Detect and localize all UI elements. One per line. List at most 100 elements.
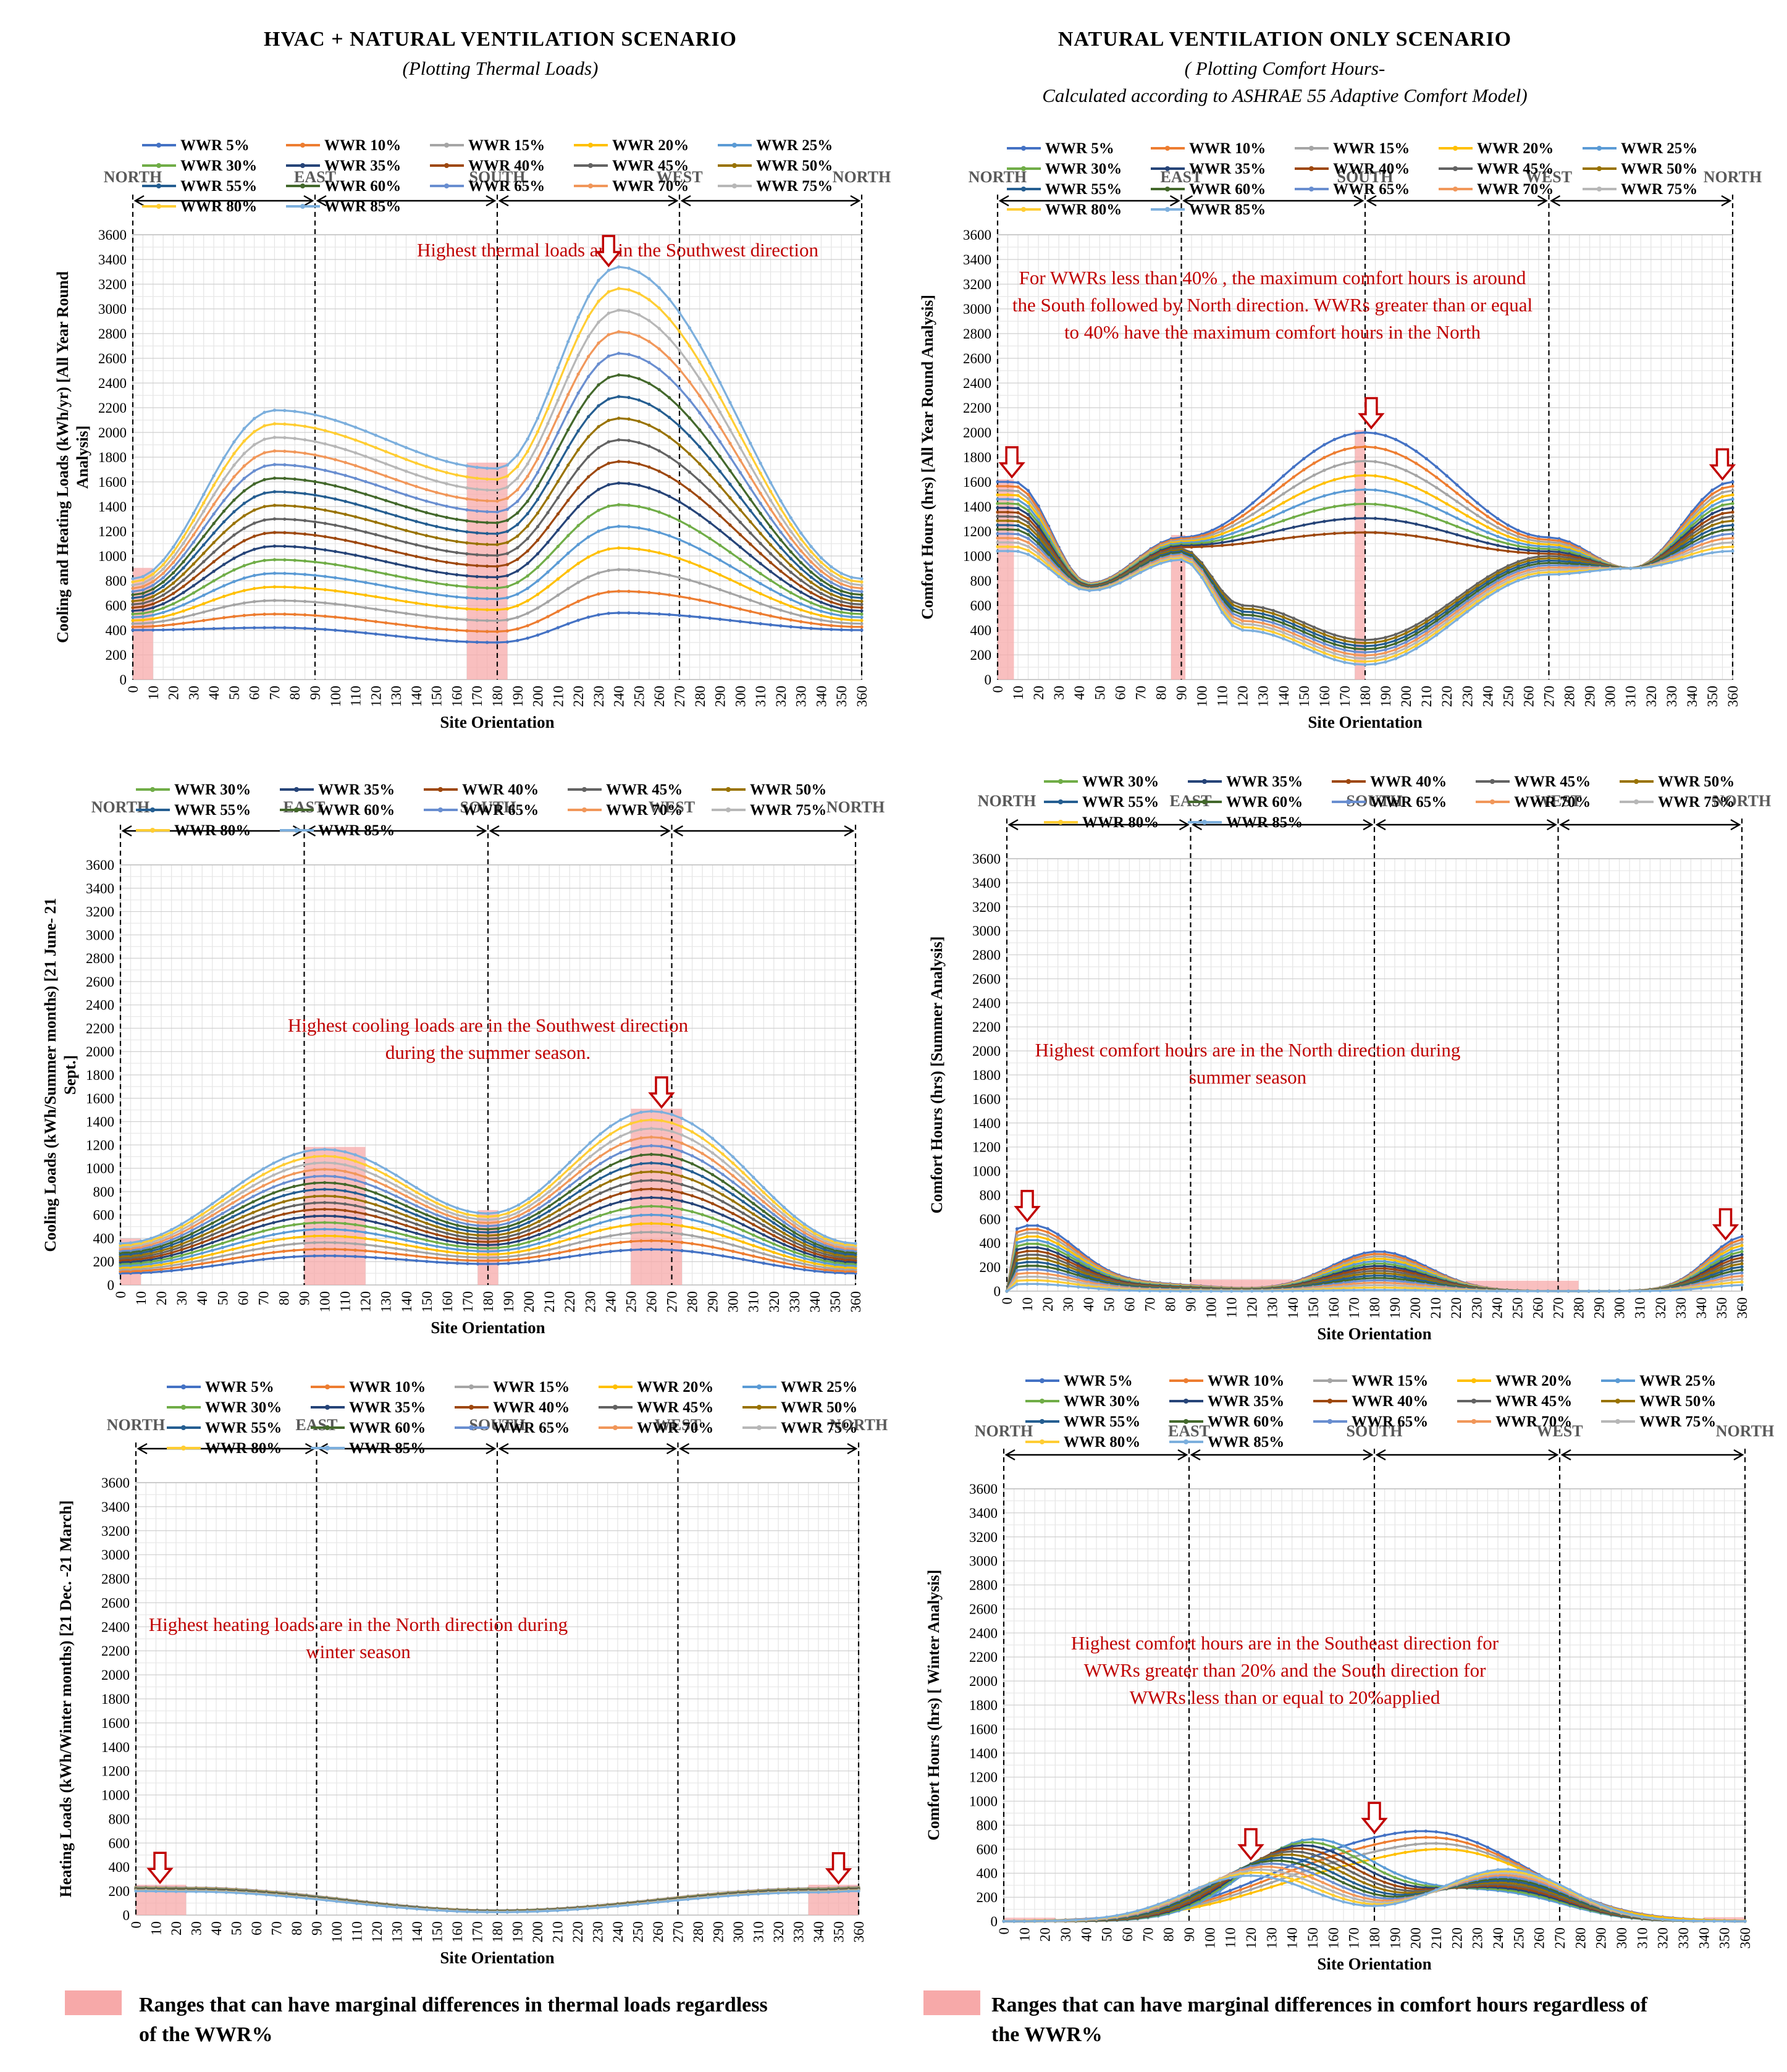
data-point [1720, 486, 1725, 490]
data-point [687, 470, 691, 474]
data-point [1720, 507, 1725, 511]
data-point [425, 1242, 429, 1247]
data-point [1537, 549, 1541, 553]
data-point [668, 455, 671, 459]
data-point [1210, 529, 1214, 533]
direction-arrowhead [660, 825, 671, 837]
data-point [1455, 533, 1459, 537]
data-point [1302, 490, 1306, 494]
data-point [813, 1242, 817, 1245]
x-tick-label: 310 [753, 686, 768, 707]
data-point [394, 466, 398, 470]
data-point [789, 597, 793, 602]
data-point [639, 1170, 643, 1174]
data-point [599, 1229, 602, 1232]
data-point [1036, 531, 1040, 535]
data-point [1476, 587, 1479, 591]
data-point [263, 558, 266, 562]
data-point [772, 1208, 776, 1212]
data-point [793, 1266, 796, 1270]
data-point [231, 1197, 235, 1200]
data-point [232, 591, 236, 595]
data-point [830, 612, 833, 616]
data-point [1016, 524, 1020, 528]
left-column-title: HVAC + NATURAL VENTILATION SCENARIO [264, 28, 737, 51]
legend-label: WWR 50% [750, 781, 826, 798]
data-point [708, 441, 712, 445]
data-point [1271, 507, 1275, 510]
data-point [343, 1156, 347, 1160]
data-point [202, 534, 206, 539]
data-point [466, 1236, 469, 1239]
data-point [202, 492, 206, 497]
data-point [711, 1187, 715, 1191]
data-point [180, 1268, 183, 1271]
direction-label: EAST [284, 798, 326, 816]
data-point [627, 395, 631, 399]
data-point [466, 1219, 469, 1223]
data-point [711, 1173, 715, 1177]
data-point [1271, 483, 1275, 487]
data-point [364, 479, 368, 484]
data-point [1547, 573, 1551, 576]
highlight-arrow [998, 446, 1025, 479]
data-point [830, 592, 833, 596]
data-point [1322, 468, 1326, 472]
data-point [527, 1220, 531, 1224]
data-point [566, 604, 570, 608]
data-point [793, 1253, 796, 1257]
data-point [293, 437, 296, 440]
data-point [1455, 618, 1459, 621]
x-tick-label: 120 [1235, 686, 1251, 707]
x-tick-label: 260 [652, 686, 667, 707]
data-point [384, 1240, 388, 1244]
data-point [191, 547, 195, 552]
legend-marker [1165, 207, 1170, 212]
legend-label: WWR 75% [756, 178, 833, 195]
data-point [414, 473, 418, 477]
data-point [1445, 617, 1449, 621]
data-point [251, 1232, 255, 1236]
data-point [313, 613, 317, 617]
y-tick-label: 3200 [86, 904, 114, 920]
data-point [343, 1228, 347, 1232]
data-point [313, 493, 317, 497]
data-point [1720, 499, 1725, 503]
data-point [718, 484, 722, 488]
data-point [1394, 636, 1398, 639]
data-point [1465, 602, 1469, 606]
data-point [588, 1169, 592, 1173]
data-point [263, 586, 266, 589]
data-point [171, 607, 175, 611]
data-point [526, 512, 529, 516]
data-point [303, 573, 307, 576]
data-point [546, 421, 550, 426]
data-point [721, 1254, 725, 1258]
data-point [182, 547, 185, 552]
data-point [191, 605, 195, 609]
legend-marker [588, 163, 593, 168]
data-point [1465, 589, 1469, 592]
data-point [334, 563, 337, 566]
data-point [708, 425, 712, 429]
data-point [384, 536, 388, 539]
data-point [782, 1242, 786, 1247]
x-tick-label: 310 [1623, 686, 1639, 707]
data-point [424, 637, 428, 641]
data-point [261, 1189, 265, 1194]
data-point [597, 383, 600, 387]
data-point [1618, 566, 1622, 570]
data-point [1026, 497, 1030, 500]
data-point [425, 1260, 429, 1263]
data-point [171, 628, 175, 631]
data-point [1251, 529, 1255, 533]
data-point [1261, 499, 1265, 503]
data-point [374, 1215, 377, 1218]
data-point [496, 1249, 500, 1253]
data-point [1547, 545, 1551, 549]
data-point [1036, 552, 1040, 555]
data-point [435, 1205, 439, 1209]
data-point [1210, 540, 1214, 544]
chart-annotation: For WWRs less than 40% , the maximum com… [1012, 267, 1533, 343]
x-tick-label: 0 [999, 1297, 1015, 1305]
